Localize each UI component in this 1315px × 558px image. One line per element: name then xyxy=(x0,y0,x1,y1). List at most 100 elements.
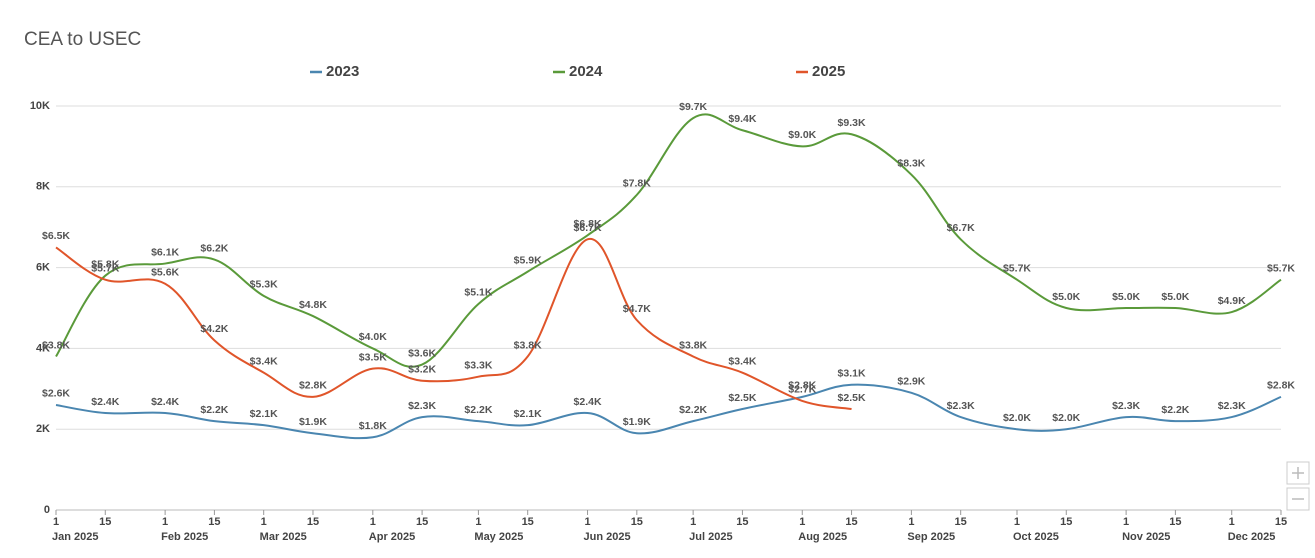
data-label: $8.3K xyxy=(897,157,925,169)
data-label: $5.9K xyxy=(514,254,542,266)
x-tick-label: 1 xyxy=(370,516,376,528)
data-label: $5.0K xyxy=(1161,291,1189,303)
x-tick-label: 1 xyxy=(1123,516,1129,528)
month-label: Mar 2025 xyxy=(260,531,307,543)
data-label: $2.0K xyxy=(1003,412,1031,424)
data-label: $2.8K xyxy=(788,380,816,392)
month-label: Feb 2025 xyxy=(161,531,208,543)
data-label: $3.4K xyxy=(250,355,278,367)
x-tick-label: 1 xyxy=(261,516,267,528)
data-label: $2.6K xyxy=(42,388,70,400)
data-label: $5.6K xyxy=(151,267,179,279)
x-tick-label: 15 xyxy=(845,516,857,528)
x-tick-label: 15 xyxy=(522,516,534,528)
data-label: $2.3K xyxy=(947,400,975,412)
data-label: $2.3K xyxy=(408,400,436,412)
data-label: $2.4K xyxy=(151,396,179,408)
x-tick-label: 15 xyxy=(1275,516,1287,528)
data-label: $4.8K xyxy=(299,299,327,311)
x-tick-label: 15 xyxy=(99,516,111,528)
legend-label: 2024 xyxy=(569,63,603,80)
x-tick-label: 1 xyxy=(1229,516,1235,528)
data-label: $3.8K xyxy=(679,339,707,351)
month-label: Oct 2025 xyxy=(1013,531,1059,543)
data-label: $4.0K xyxy=(359,331,387,343)
data-label: $2.3K xyxy=(1112,400,1140,412)
month-label: Jun 2025 xyxy=(584,531,631,543)
data-label: $3.4K xyxy=(728,355,756,367)
x-tick-label: 1 xyxy=(53,516,59,528)
x-tick-label: 15 xyxy=(736,516,748,528)
data-label: $2.2K xyxy=(679,404,707,416)
data-label: $3.5K xyxy=(359,351,387,363)
data-label: $5.7K xyxy=(1003,263,1031,275)
data-label: $6.2K xyxy=(200,242,228,254)
data-label: $1.9K xyxy=(299,416,327,428)
y-tick-label: 2K xyxy=(36,423,50,435)
chart-title: CEA to USEC xyxy=(24,29,141,50)
x-tick-label: 15 xyxy=(208,516,220,528)
month-label: Nov 2025 xyxy=(1122,531,1170,543)
data-label: $6.8K xyxy=(574,218,602,230)
legend-label: 2023 xyxy=(326,63,359,80)
data-label: $9.3K xyxy=(838,117,866,129)
series-line xyxy=(55,113,1282,368)
data-label: $4.7K xyxy=(623,303,651,315)
month-label: May 2025 xyxy=(474,531,523,543)
month-label: Jan 2025 xyxy=(52,531,98,543)
data-label: $6.1K xyxy=(151,246,179,258)
data-label: $2.5K xyxy=(728,392,756,404)
data-label: $9.4K xyxy=(728,113,756,125)
month-label: Sep 2025 xyxy=(907,531,955,543)
data-label: $2.5K xyxy=(838,392,866,404)
data-label: $2.8K xyxy=(299,380,327,392)
y-tick-label: 8K xyxy=(36,181,50,193)
x-tick-label: 1 xyxy=(908,516,914,528)
y-tick-label: 6K xyxy=(36,262,50,274)
data-label: $2.1K xyxy=(250,408,278,420)
data-label: $2.0K xyxy=(1052,412,1080,424)
data-label: $5.7K xyxy=(1267,263,1295,275)
data-label: $1.9K xyxy=(623,416,651,428)
data-label: $6.5K xyxy=(42,230,70,242)
data-label: $3.8K xyxy=(42,339,70,351)
data-label: $3.3K xyxy=(464,359,492,371)
data-label: $9.7K xyxy=(679,101,707,113)
data-label: $2.1K xyxy=(514,408,542,420)
data-label: $4.2K xyxy=(200,323,228,335)
month-label: Dec 2025 xyxy=(1228,531,1276,543)
x-tick-label: 1 xyxy=(690,516,696,528)
data-label: $2.3K xyxy=(1218,400,1246,412)
data-label: $6.7K xyxy=(947,222,975,234)
y-tick-label: 4K xyxy=(36,342,50,354)
x-tick-label: 15 xyxy=(1169,516,1181,528)
legend-label: 2025 xyxy=(812,63,845,80)
data-label: $5.8K xyxy=(91,258,119,270)
x-tick-label: 15 xyxy=(631,516,643,528)
data-label: $2.2K xyxy=(1161,404,1189,416)
x-tick-label: 15 xyxy=(307,516,319,528)
data-label: $4.9K xyxy=(1218,295,1246,307)
x-tick-label: 1 xyxy=(1014,516,1020,528)
x-tick-label: 15 xyxy=(416,516,428,528)
data-label: $3.1K xyxy=(838,368,866,380)
x-tick-label: 1 xyxy=(799,516,805,528)
data-label: $1.8K xyxy=(359,420,387,432)
data-label: $6.7K xyxy=(574,222,602,234)
month-label: Apr 2025 xyxy=(369,531,415,543)
data-label: $9.0K xyxy=(788,129,816,141)
x-tick-label: 15 xyxy=(955,516,967,528)
zoom-out[interactable] xyxy=(1286,487,1310,511)
y-tick-label: 10K xyxy=(30,100,50,112)
month-label: Aug 2025 xyxy=(798,531,847,543)
x-tick-label: 1 xyxy=(584,516,590,528)
data-label: $5.1K xyxy=(464,287,492,299)
y-tick-label: 0 xyxy=(44,504,50,516)
data-label: $5.0K xyxy=(1052,291,1080,303)
data-label: $2.8K xyxy=(1267,380,1295,392)
x-tick-label: 15 xyxy=(1060,516,1072,528)
zoom-in[interactable] xyxy=(1286,461,1310,485)
data-label: $2.4K xyxy=(574,396,602,408)
data-label: $2.2K xyxy=(200,404,228,416)
series-line xyxy=(55,238,852,410)
